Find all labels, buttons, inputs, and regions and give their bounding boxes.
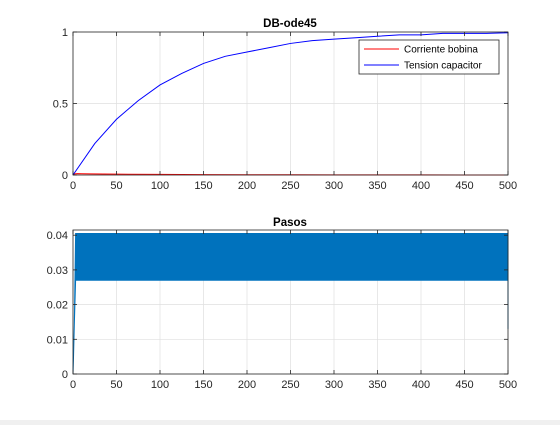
y-tick-label: 0 xyxy=(62,369,68,381)
x-tick-label: 200 xyxy=(238,180,256,192)
y-tick-label: 0.01 xyxy=(47,334,68,346)
axes-db-ode45[interactable]: 0 50 100 150 200 250 300 350 400 450 500 0 0.5 1 DB-o… xyxy=(53,18,517,192)
x-tick-label: 250 xyxy=(281,180,299,192)
x-tick-label: 150 xyxy=(194,379,212,391)
x-tick-label: 350 xyxy=(368,379,386,391)
x-tick-label: 500 xyxy=(499,180,517,192)
legend[interactable]: Corriente bobina Tension capacitor xyxy=(358,39,500,75)
x-tick-label: 250 xyxy=(281,379,299,391)
x-tick-label: 450 xyxy=(455,379,473,391)
x-tick-label: 200 xyxy=(238,379,256,391)
x-tick-label: 450 xyxy=(455,180,473,192)
y-tick-label: 0 xyxy=(62,170,68,182)
y-tick-label: 0.5 xyxy=(53,99,68,111)
x-tick-label: 400 xyxy=(412,180,430,192)
legend-box xyxy=(358,39,500,75)
x-tick-label: 50 xyxy=(110,379,122,391)
x-tick-label: 100 xyxy=(151,180,169,192)
x-tick-label: 100 xyxy=(151,379,169,391)
y-tick-label: 0.02 xyxy=(47,300,68,312)
chart-title: DB-ode45 xyxy=(263,18,317,30)
x-tick-label: 50 xyxy=(110,180,122,192)
axes-pasos[interactable]: 0 50 100 150 200 250 300 350 400 450 500 0 0.01 0.02 0… xyxy=(47,217,518,391)
legend-label-corriente-bobina: Corriente bobina xyxy=(404,45,478,56)
x-tick-label: 150 xyxy=(194,180,212,192)
y-tick-label: 0.03 xyxy=(47,265,68,277)
x-tick-label: 0 xyxy=(70,379,76,391)
x-tick-label: 350 xyxy=(368,180,386,192)
x-tick-label: 500 xyxy=(499,379,517,391)
x-tick-label: 300 xyxy=(325,379,343,391)
axis-ticks: 0 50 100 150 200 250 300 350 400 450 500 0 0.5 1 xyxy=(53,27,517,192)
chart-title: Pasos xyxy=(273,217,307,229)
x-tick-label: 0 xyxy=(70,180,76,192)
x-tick-label: 300 xyxy=(325,180,343,192)
series-line-tension-capacitor xyxy=(72,32,509,176)
y-tick-label: 1 xyxy=(62,27,68,39)
x-tick-label: 400 xyxy=(412,379,430,391)
legend-label-tension-capacitor: Tension capacitor xyxy=(404,61,482,72)
y-tick-label: 0.04 xyxy=(47,230,68,242)
axis-ticks: 0 50 100 150 200 250 300 350 400 450 500 0 0.01 0.02 0… xyxy=(47,230,517,391)
